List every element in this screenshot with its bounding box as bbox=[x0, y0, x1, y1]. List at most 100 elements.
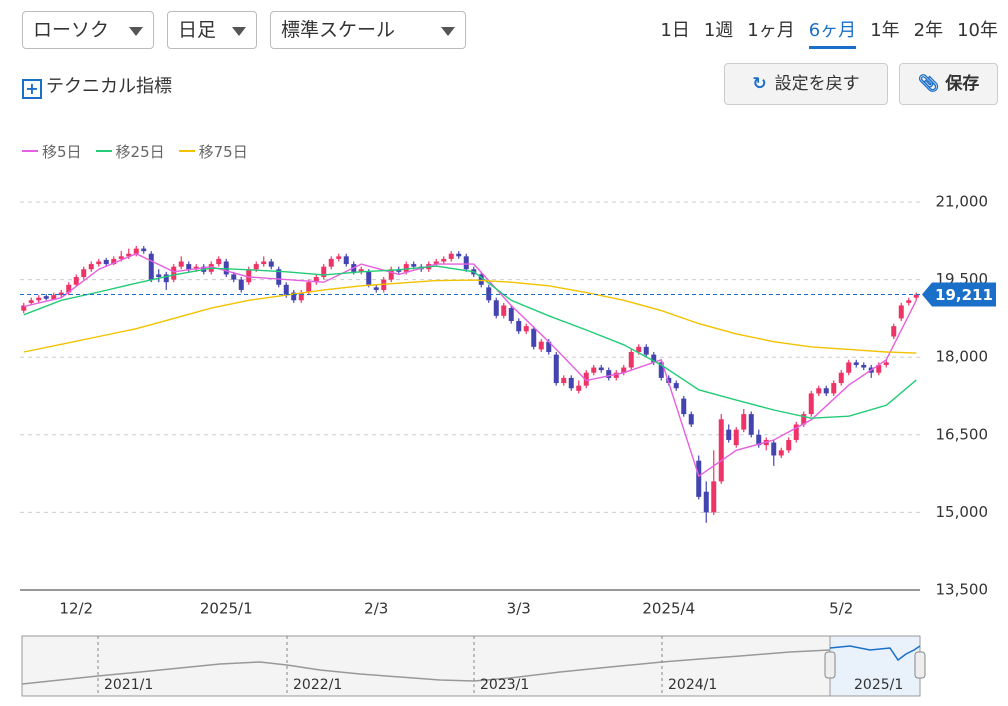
candle-body bbox=[366, 271, 372, 285]
candle-body bbox=[531, 328, 537, 347]
candle-body bbox=[793, 424, 799, 440]
candle-body bbox=[486, 287, 492, 301]
candle-body bbox=[538, 341, 544, 350]
candle-body bbox=[606, 370, 612, 378]
navigator-label: 2022/1 bbox=[293, 677, 342, 693]
period-tab[interactable]: 1日 bbox=[660, 20, 690, 41]
candle-body bbox=[651, 354, 657, 363]
legend-item: 移5日 bbox=[22, 141, 82, 162]
candle-body bbox=[546, 341, 552, 353]
candle-body bbox=[636, 346, 642, 353]
navigator-label: 2023/1 bbox=[480, 677, 529, 693]
last-price-label: 19,211 bbox=[935, 286, 993, 304]
candle-body bbox=[501, 305, 507, 316]
period-tab[interactable]: 1ヶ月 bbox=[747, 20, 795, 41]
candle-body bbox=[508, 308, 514, 321]
candle-body bbox=[801, 414, 807, 425]
navigator-label: 2024/1 bbox=[668, 677, 717, 693]
candle-body bbox=[853, 362, 859, 365]
candle-body bbox=[523, 326, 529, 332]
candle-body bbox=[231, 274, 237, 280]
candle-body bbox=[216, 258, 222, 265]
interval-select[interactable]: 日足 bbox=[167, 11, 257, 49]
candle-body bbox=[696, 460, 702, 497]
candle-body bbox=[283, 284, 289, 296]
candle-body bbox=[681, 398, 687, 415]
candle-body bbox=[613, 372, 619, 378]
navigator-handle[interactable] bbox=[824, 651, 836, 679]
period-tab[interactable]: 6ヶ月 bbox=[808, 16, 857, 49]
candle-body bbox=[876, 364, 882, 373]
candle-body bbox=[808, 393, 814, 415]
navigator-frame bbox=[21, 635, 921, 697]
candle-body bbox=[21, 305, 27, 311]
navigator-handle[interactable] bbox=[914, 651, 926, 679]
period-tab[interactable]: 1年 bbox=[870, 20, 900, 41]
candle-body bbox=[133, 248, 139, 254]
chart-kind-select[interactable]: ローソク bbox=[22, 11, 154, 49]
candle-body bbox=[96, 261, 102, 265]
period-tabs: 1日 1週 1ヶ月 6ヶ月 1年 2年 10年 bbox=[660, 16, 998, 49]
y-tick-label: 16,500 bbox=[936, 425, 989, 443]
candle-body bbox=[516, 320, 522, 332]
candle-body bbox=[373, 287, 379, 290]
reset-button[interactable]: ↻ 設定を戻す bbox=[724, 63, 888, 105]
candle-body bbox=[73, 277, 79, 285]
technical-button[interactable]: + テクニカル指標 bbox=[22, 72, 172, 99]
candle-body bbox=[711, 481, 717, 513]
legend-label: 移75日 bbox=[198, 143, 248, 161]
candle-body bbox=[411, 264, 417, 267]
moving-average-line bbox=[23, 265, 917, 419]
candle-body bbox=[658, 362, 664, 378]
candle-body bbox=[666, 377, 672, 384]
candle-body bbox=[733, 429, 739, 446]
legend-label: 移25日 bbox=[115, 143, 165, 161]
candle-body bbox=[43, 296, 49, 299]
candle-body bbox=[321, 266, 327, 278]
candle-body bbox=[493, 300, 499, 316]
candle-body bbox=[891, 326, 897, 337]
candle-body bbox=[276, 269, 282, 285]
candle-body bbox=[36, 297, 42, 301]
save-button[interactable]: 📎︎ 保存 bbox=[899, 63, 998, 105]
candle-body bbox=[568, 377, 574, 389]
candle-body bbox=[576, 385, 582, 391]
candle-body bbox=[883, 362, 889, 365]
candle-body bbox=[336, 256, 342, 259]
candle-body bbox=[238, 279, 244, 290]
candle-body bbox=[643, 346, 649, 355]
candle-body bbox=[846, 362, 852, 373]
candle-body bbox=[268, 261, 274, 267]
candle-body bbox=[756, 434, 762, 446]
x-tick-label: 12/2 bbox=[59, 600, 93, 618]
legend-swatch bbox=[22, 150, 38, 152]
candle-body bbox=[598, 367, 604, 371]
candle-body bbox=[328, 258, 334, 267]
candle-body bbox=[861, 364, 867, 368]
candle-body bbox=[126, 253, 132, 257]
candle-body bbox=[703, 491, 709, 513]
candle-body bbox=[561, 377, 567, 384]
candle-body bbox=[298, 292, 304, 301]
candle-body bbox=[628, 352, 634, 368]
navigator-overview bbox=[21, 649, 831, 685]
candle-body bbox=[156, 274, 162, 278]
candle-body bbox=[28, 300, 34, 303]
candle-body bbox=[403, 264, 409, 272]
candle-body bbox=[913, 294, 919, 298]
candle-body bbox=[223, 261, 229, 275]
candle-body bbox=[171, 266, 177, 280]
candle-body bbox=[313, 277, 319, 283]
scale-select[interactable]: 標準スケール bbox=[270, 11, 466, 49]
candle-body bbox=[246, 269, 252, 283]
candle-body bbox=[748, 414, 754, 435]
candle-body bbox=[81, 269, 87, 278]
candle-body bbox=[178, 261, 184, 267]
y-tick-label: 15,000 bbox=[936, 503, 989, 521]
period-tab[interactable]: 1週 bbox=[703, 20, 734, 41]
period-tab[interactable]: 2年 bbox=[913, 20, 944, 41]
period-tab[interactable]: 10年 bbox=[957, 20, 998, 41]
candle-body bbox=[741, 414, 747, 430]
candle-body bbox=[838, 372, 844, 384]
